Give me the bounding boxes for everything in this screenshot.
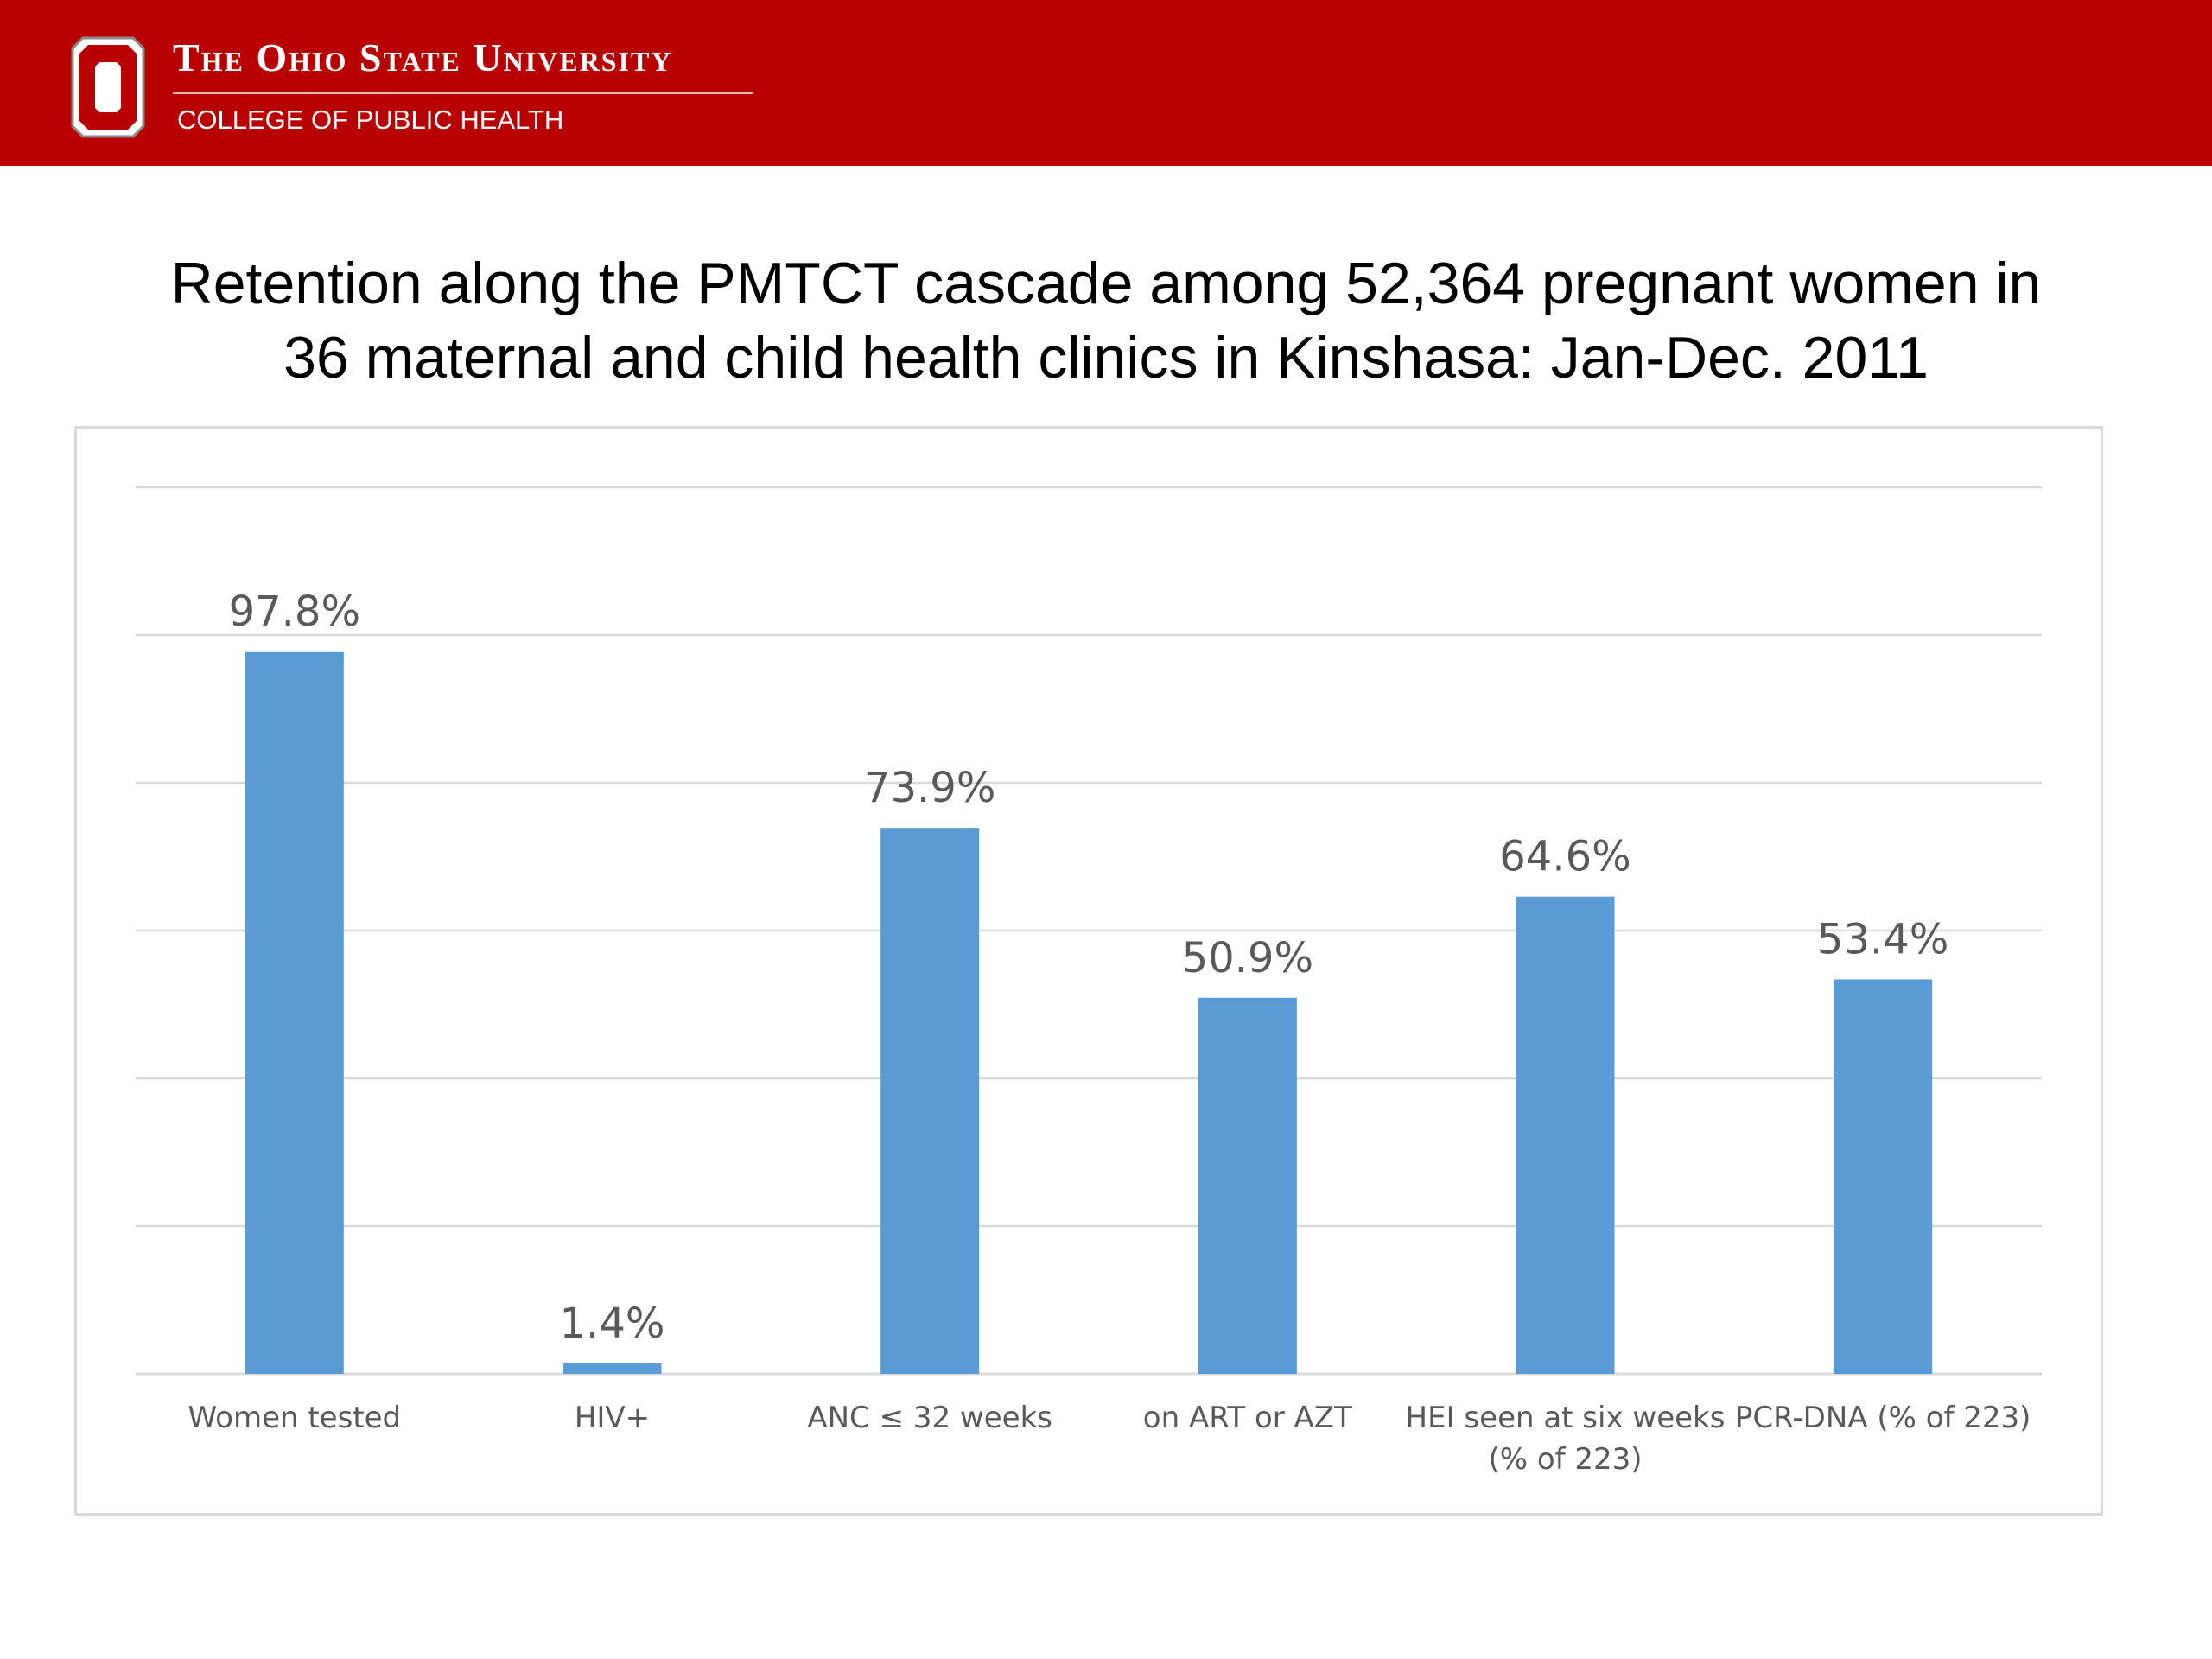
category-label: on ART or AZT xyxy=(1143,1401,1352,1435)
data-label: 53.4% xyxy=(1817,915,1948,963)
data-label: 50.9% xyxy=(1182,934,1313,982)
bar-chart: 97.8% Women tested 1.4% HIV+ 73.9% ANC ≤ 32 w… xyxy=(136,486,2042,1477)
bar xyxy=(880,828,980,1374)
bar xyxy=(1516,896,1615,1374)
bar xyxy=(1198,997,1297,1374)
college-name: COLLEGE OF PUBLIC HEALTH xyxy=(177,105,564,135)
bar xyxy=(563,1363,662,1374)
category-label: ANC ≤ 32 weeks xyxy=(807,1401,1052,1435)
data-label: 73.9% xyxy=(864,764,995,812)
slide-title: Retention along the PMTCT cascade among … xyxy=(69,246,2143,395)
slide-title-line-2: 36 maternal and child health clinics in … xyxy=(283,325,1929,391)
bar xyxy=(245,651,344,1374)
category-label: (% of 223) xyxy=(1488,1442,1642,1477)
category-label: HEI seen at six weeks xyxy=(1406,1401,1726,1435)
bar xyxy=(1834,979,1933,1374)
data-label: 1.4% xyxy=(560,1300,665,1348)
category-label: HIV+ xyxy=(575,1401,650,1435)
university-name: The Ohio State University xyxy=(173,35,673,79)
header-banner: The Ohio State University COLLEGE OF PUB… xyxy=(0,0,2212,166)
header-divider xyxy=(173,92,753,94)
slide-title-line-1: Retention along the PMTCT cascade among … xyxy=(170,251,2042,316)
data-label: 97.8% xyxy=(229,588,360,636)
category-label: PCR-DNA (% of 223) xyxy=(1735,1401,2031,1435)
data-label: 64.6% xyxy=(1499,833,1630,881)
block-o-logo-icon xyxy=(71,36,145,138)
chart-container: 97.8% Women tested 1.4% HIV+ 73.9% ANC ≤ 32 w… xyxy=(74,426,2103,1516)
category-label: Women tested xyxy=(188,1401,402,1435)
